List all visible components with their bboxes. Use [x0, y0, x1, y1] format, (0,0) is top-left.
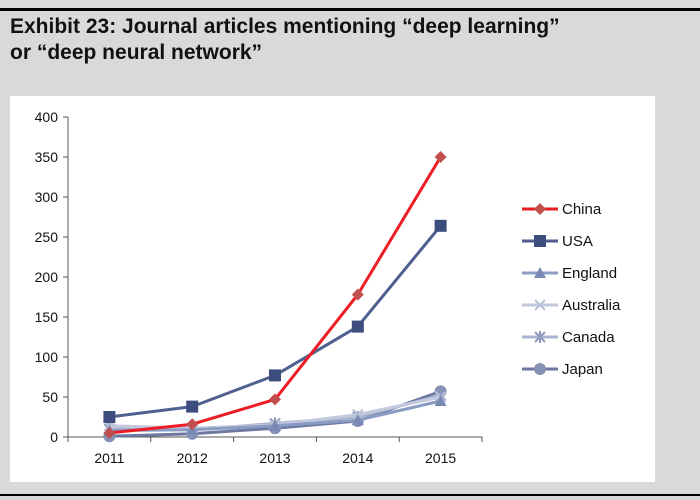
data-point-usa	[351, 320, 364, 333]
title-line-2: or “deep neural network”	[10, 41, 263, 64]
legend-item-australia: Australia	[522, 297, 621, 314]
y-tick-label: 150	[35, 309, 59, 325]
x-tick-label: 2011	[94, 450, 124, 466]
legend-item-england: England	[522, 265, 617, 282]
title-line-1: Exhibit 23: Journal articles mentioning …	[10, 15, 560, 38]
data-point-china	[186, 418, 199, 431]
x-tick-label: 2013	[259, 450, 290, 466]
legend-swatch-marker	[534, 267, 546, 278]
y-tick-label: 350	[35, 149, 59, 165]
y-tick-label: 50	[42, 389, 58, 405]
chart-panel: 0 50 100 150 200 250 300 350 400 2011 2012 2013 2014…	[10, 96, 655, 482]
data-point-usa	[103, 411, 116, 423]
legend-swatch-marker	[534, 235, 546, 247]
data-point-china	[269, 393, 281, 406]
legend-item-canada: Canada	[522, 329, 615, 346]
exhibit-title: Exhibit 23: Journal articles mentioning …	[10, 14, 690, 66]
x-tick-label: 2015	[425, 450, 456, 466]
series-line-usa	[109, 224, 442, 419]
x-tick-label: 2012	[177, 450, 208, 466]
legend-item-usa: USA	[522, 233, 593, 250]
legend-item-china: China	[522, 201, 602, 218]
y-tick-label: 100	[35, 349, 59, 365]
legend-label: England	[562, 265, 617, 282]
top-rule	[0, 8, 700, 11]
legend-swatch-marker	[534, 299, 546, 311]
data-point-china	[434, 151, 447, 163]
legend-label: USA	[562, 233, 593, 250]
x-tick-label: 2014	[342, 450, 373, 466]
y-tick-label: 250	[35, 229, 59, 245]
y-tick-label: 200	[35, 269, 59, 285]
series-usa	[103, 219, 447, 423]
bottom-rule	[0, 494, 700, 496]
legend-label: Japan	[562, 361, 603, 378]
legend-swatch-marker	[534, 331, 546, 343]
data-point-usa	[186, 400, 199, 413]
legend-item-japan: Japan	[522, 361, 603, 378]
series-china	[103, 151, 447, 439]
legend-swatch-marker	[534, 203, 546, 215]
data-point-england	[351, 414, 364, 426]
series-layer	[103, 151, 447, 443]
axes: 0 50 100 150 200 250 300 350 400 2011 2012 2013 2014…	[35, 109, 483, 466]
legend-label: China	[562, 201, 602, 218]
y-tick-label: 0	[50, 429, 58, 445]
data-point-england	[434, 395, 447, 406]
legend-swatch-marker	[534, 363, 546, 375]
line-chart: 0 50 100 150 200 250 300 350 400 2011 2012 2013 2014…	[35, 109, 621, 466]
legend-label: Canada	[562, 329, 615, 346]
data-point-england	[269, 419, 281, 431]
legend: China USA England Australia Canada Japan	[522, 201, 621, 378]
data-point-usa	[269, 369, 281, 382]
series-line-china	[109, 156, 442, 435]
data-point-china	[351, 288, 364, 301]
y-tick-label: 300	[35, 189, 59, 205]
data-point-china	[103, 427, 116, 439]
y-tick-label: 400	[35, 109, 59, 125]
data-point-usa	[434, 219, 447, 232]
legend-label: Australia	[562, 297, 621, 314]
